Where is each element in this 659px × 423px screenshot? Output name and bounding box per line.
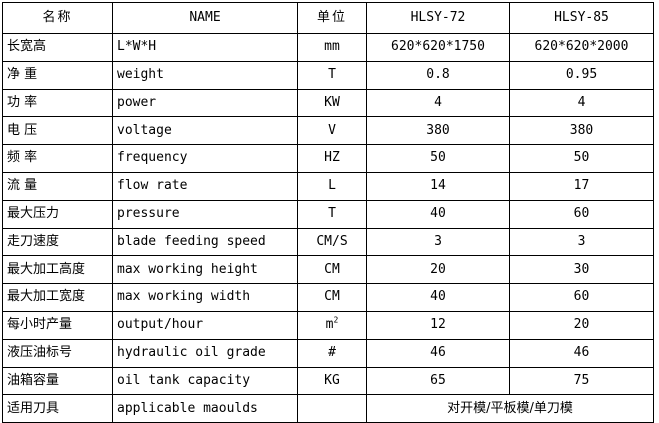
cell-value-model-a: 65: [366, 366, 510, 396]
cell-parameter-name-en: L*W*H: [112, 33, 298, 62]
cell-parameter-name-cn: 最大加工宽度: [2, 283, 113, 312]
cell-unit: mm: [297, 33, 367, 62]
column-header-unit: 单位: [297, 2, 367, 34]
table-row: 液压油标号 hydraulic oil grade #46 46: [2, 338, 654, 368]
cell-parameter-name-en: pressure: [112, 199, 298, 229]
cell-parameter-name-cn: 最大加工高度: [2, 255, 113, 285]
cell-parameter-name-en: weight: [112, 60, 298, 90]
cell-value-model-b: 60: [509, 199, 654, 229]
table-row: 净 重 weight T 0.8 0.95: [2, 60, 654, 90]
table-row: 频 率 frequency HZ 50 50: [2, 144, 654, 173]
table-row: 走刀速度 blade feeding speed CM/S 3 3: [2, 227, 654, 257]
table-row: 最大压力 pressure T 40 60: [2, 199, 654, 229]
cell-unit: T: [297, 60, 367, 90]
cell-value-model-b: 75: [509, 366, 654, 396]
table-row: 最大加工宽度 max working width CM 40 60: [2, 283, 654, 312]
table-header-row: 名称 NAME 单位 HLSY-72 HLSY-85: [2, 2, 654, 34]
cell-unit: CM: [297, 255, 367, 285]
cell-unit: CM: [297, 283, 367, 312]
cell-value-merged: 对开模/平板模/单刀模: [366, 394, 654, 423]
cell-parameter-name-cn: 流 量: [2, 171, 113, 201]
table-row: 每小时产量 output/hour m2 12 20: [2, 310, 654, 340]
column-header-name-en: NAME: [112, 2, 298, 34]
cell-value-model-a: 20: [366, 255, 510, 285]
cell-parameter-name-cn: 频 率: [2, 144, 113, 173]
column-header-name-cn: 名称: [2, 2, 113, 34]
cell-parameter-name-cn: 最大压力: [2, 199, 113, 229]
cell-value-model-a: 40: [366, 199, 510, 229]
cell-value-model-a: 620*620*1750: [366, 33, 510, 62]
cell-unit: HZ: [297, 144, 367, 173]
cell-value-model-b: 3: [509, 227, 654, 257]
cell-unit: #: [297, 338, 367, 368]
cell-value-model-b: 620*620*2000: [509, 33, 654, 62]
cell-value-model-b: 380: [509, 116, 654, 146]
table-row: 功 率 power KW 4 4: [2, 88, 654, 118]
cell-value-model-a: 0.8: [366, 60, 510, 90]
unit-with-superscript: m2: [325, 315, 339, 333]
cell-parameter-name-cn: 走刀速度: [2, 227, 113, 257]
cell-parameter-name-cn: 净 重: [2, 60, 113, 90]
cell-parameter-name-en: power: [112, 88, 298, 118]
cell-value-model-b: 30: [509, 255, 654, 285]
cell-value-model-b: 50: [509, 144, 654, 173]
table-row: 最大加工高度 max working height CM 20 30: [2, 255, 654, 285]
table-row: 流 量 flow rate L 14 17: [2, 171, 654, 201]
table-row: 电 压 voltage V 380 380: [2, 116, 654, 146]
cell-parameter-name-cn: 液压油标号: [2, 338, 113, 368]
cell-parameter-name-en: frequency: [112, 144, 298, 173]
cell-unit: m2: [297, 310, 367, 340]
cell-parameter-name-cn: 每小时产量: [2, 310, 113, 340]
cell-parameter-name-en: hydraulic oil grade: [112, 338, 298, 368]
cell-parameter-name-en: voltage: [112, 116, 298, 146]
cell-value-model-a: 4: [366, 88, 510, 118]
cell-unit: L: [297, 171, 367, 201]
cell-parameter-name-en: max working height: [112, 255, 298, 285]
cell-unit: [297, 394, 367, 423]
cell-parameter-name-en: output/hour: [112, 310, 298, 340]
cell-value-model-a: 3: [366, 227, 510, 257]
cell-value-model-a: 50: [366, 144, 510, 173]
cell-parameter-name-en: max working width: [112, 283, 298, 312]
cell-value-model-a: 12: [366, 310, 510, 340]
cell-value-model-a: 380: [366, 116, 510, 146]
cell-parameter-name-cn: 功 率: [2, 88, 113, 118]
cell-value-model-a: 14: [366, 171, 510, 201]
cell-unit: KW: [297, 88, 367, 118]
cell-parameter-name-en: blade feeding speed: [112, 227, 298, 257]
cell-value-model-a: 46: [366, 338, 510, 368]
cell-parameter-name-cn: 长宽高: [2, 33, 113, 62]
table-row: 长宽高 L*W*H mm 620*620*1750 620*620*2000: [2, 33, 654, 62]
cell-unit: KG: [297, 366, 367, 396]
cell-parameter-name-cn: 适用刀具: [2, 394, 113, 423]
cell-parameter-name-cn: 电 压: [2, 116, 113, 146]
cell-value-model-a: 40: [366, 283, 510, 312]
table-row: 适用刀具 applicable maoulds 对开模/平板模/单刀模: [2, 394, 654, 423]
cell-value-model-b: 4: [509, 88, 654, 118]
cell-unit: T: [297, 199, 367, 229]
cell-value-model-b: 20: [509, 310, 654, 340]
cell-parameter-name-en: applicable maoulds: [112, 394, 298, 423]
cell-value-model-b: 60: [509, 283, 654, 312]
cell-parameter-name-en: oil tank capacity: [112, 366, 298, 396]
column-header-model-b: HLSY-85: [509, 2, 654, 34]
cell-value-model-b: 0.95: [509, 60, 654, 90]
column-header-model-a: HLSY-72: [366, 2, 510, 34]
cell-parameter-name-cn: 油箱容量: [2, 366, 113, 396]
cell-parameter-name-en: flow rate: [112, 171, 298, 201]
table-row: 油箱容量 oil tank capacity KG 65 75: [2, 366, 654, 396]
cell-value-model-b: 46: [509, 338, 654, 368]
cell-unit: CM/S: [297, 227, 367, 257]
cell-unit: V: [297, 116, 367, 146]
cell-value-model-b: 17: [509, 171, 654, 201]
